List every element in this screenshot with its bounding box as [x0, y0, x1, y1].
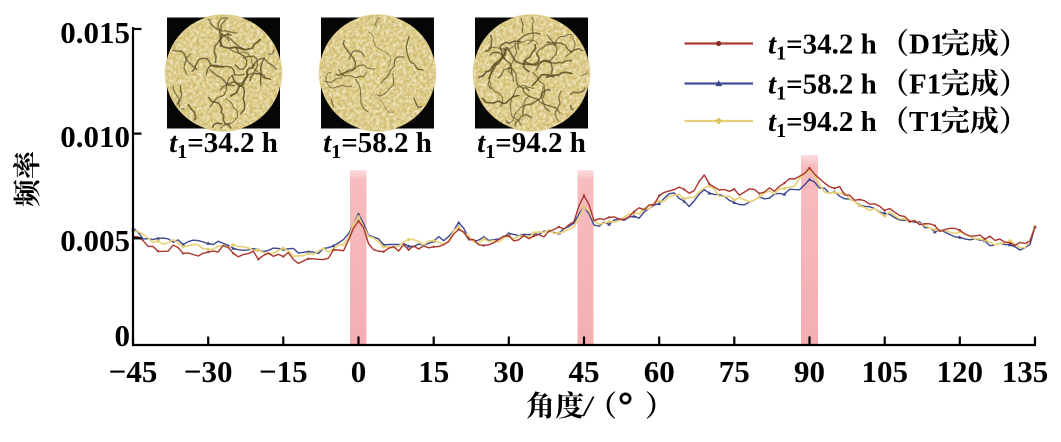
svg-text:t1=58.2 h: t1=58.2 h	[768, 69, 877, 105]
svg-text:30: 30	[493, 354, 524, 389]
svg-text:0: 0	[115, 318, 131, 353]
svg-text:0.015: 0.015	[60, 15, 130, 50]
svg-text:−30: −30	[184, 354, 233, 389]
svg-text:t1=34.2 h: t1=34.2 h	[169, 127, 278, 163]
svg-text:15: 15	[418, 354, 449, 389]
svg-text:0.010: 0.010	[60, 119, 130, 154]
svg-text:D1: D1	[909, 29, 944, 61]
svg-text:135: 135	[1002, 354, 1049, 389]
svg-text:t1=34.2 h: t1=34.2 h	[768, 29, 877, 65]
svg-text:0.005: 0.005	[60, 223, 130, 258]
svg-text:60: 60	[644, 354, 675, 389]
svg-text:/: /	[582, 390, 595, 423]
svg-text:t1=94.2 h: t1=94.2 h	[477, 127, 586, 163]
svg-text:−45: −45	[109, 354, 158, 389]
svg-text:t1=58.2 h: t1=58.2 h	[323, 127, 432, 163]
svg-text:75: 75	[719, 354, 750, 389]
svg-text:t1=94.2 h: t1=94.2 h	[768, 106, 877, 142]
svg-text:−15: −15	[259, 354, 308, 389]
svg-text:45: 45	[569, 354, 600, 389]
svg-text:F1: F1	[909, 69, 941, 101]
svg-text:120: 120	[937, 354, 984, 389]
svg-text:0: 0	[351, 354, 367, 389]
svg-text:90: 90	[794, 354, 825, 389]
svg-text:105: 105	[861, 354, 908, 389]
svg-text:T1: T1	[909, 106, 943, 138]
